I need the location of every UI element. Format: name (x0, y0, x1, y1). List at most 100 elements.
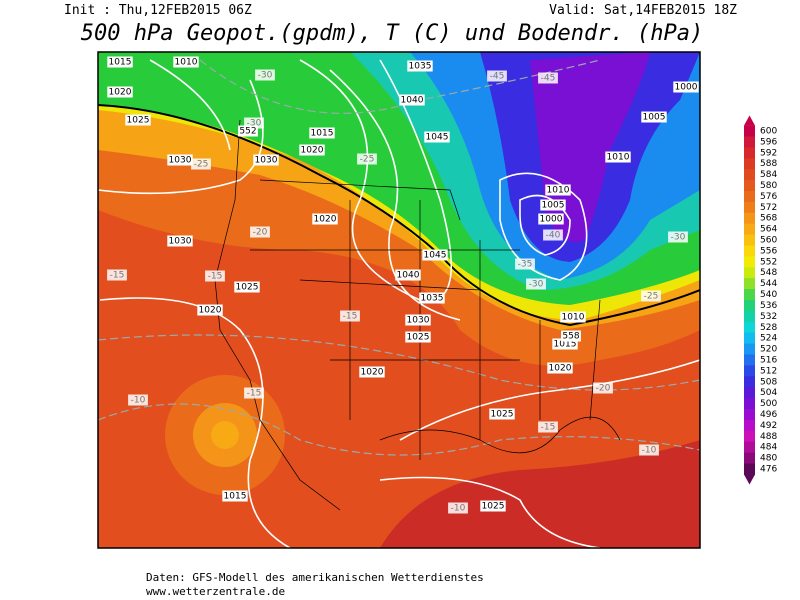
colorbar-swatch (744, 180, 755, 192)
colorbar-label: 572 (760, 203, 777, 213)
label-box (244, 117, 264, 129)
label-box (312, 213, 338, 225)
pressure-label: 1025 (482, 502, 505, 512)
label-box (543, 229, 563, 241)
colorbar-swatch (744, 125, 755, 137)
pressure-label: 1020 (301, 146, 324, 156)
colorbar-top-arrow (744, 115, 755, 126)
label-box (448, 502, 468, 514)
label-box (538, 421, 558, 433)
label-box (641, 290, 661, 302)
label-box (641, 111, 667, 123)
label-box (422, 249, 448, 261)
temperature-label: -25 (194, 160, 209, 170)
pressure-label: 1000 (540, 215, 563, 225)
pressure-label: 1000 (675, 83, 698, 93)
valid-time: Valid: Sat,14FEB2015 18Z (549, 3, 737, 18)
colorbar-swatch (744, 169, 755, 181)
label-box (405, 314, 431, 326)
colorbar-swatch (744, 419, 755, 432)
colorbar-label: 560 (760, 236, 777, 246)
colorbar-swatch (744, 452, 755, 465)
pressure-label: 1020 (549, 364, 572, 374)
label-box (167, 154, 193, 166)
colorbar-swatch (744, 387, 755, 399)
pressure-label: 1025 (491, 410, 514, 420)
colorbar-swatch (744, 201, 755, 214)
temperature-label: -10 (642, 446, 657, 456)
label-box (545, 184, 571, 196)
label-box (173, 56, 199, 68)
map (98, 52, 700, 548)
colorbar-label: 496 (760, 410, 777, 420)
temperature-label: -25 (360, 155, 375, 165)
label-box (668, 231, 688, 243)
label-box (205, 270, 225, 282)
colorbar-swatch (744, 343, 755, 356)
colorbar-swatch (744, 365, 755, 377)
temperature-label: -25 (644, 292, 659, 302)
pressure-label: 1045 (424, 251, 447, 261)
pressure-label: 1030 (169, 156, 192, 166)
temperature-label: -20 (253, 228, 268, 238)
colorbar-label: 520 (760, 345, 777, 355)
colorbar-swatch (744, 321, 755, 334)
label-box (560, 311, 586, 323)
colorbar-label: 524 (760, 334, 777, 344)
colorbar-label: 532 (760, 312, 777, 322)
pressure-label: 1015 (109, 58, 132, 68)
pressure-label: 1005 (643, 113, 666, 123)
title: 500 hPa Geopot.(gpdm), T (C) und Bodendr… (81, 21, 704, 46)
colorbar-swatch (744, 136, 755, 148)
temperature-label: -15 (247, 389, 262, 399)
pressure-label: 1020 (314, 215, 337, 225)
pressure-label: 1020 (109, 88, 132, 98)
init-time: Init : Thu,12FEB2015 06Z (64, 3, 252, 18)
colorbar-label: 492 (760, 421, 777, 431)
colorbar-swatch (744, 190, 755, 203)
temperature-label: -20 (596, 384, 611, 394)
temperature-label: -45 (490, 72, 505, 82)
label-box (167, 235, 193, 247)
pressure-label: 1030 (255, 156, 278, 166)
label-box (526, 278, 546, 290)
footer-url: www.wetterzentrale.de (146, 585, 285, 598)
label-box (547, 362, 573, 374)
pressure-label: 1015 (554, 340, 577, 350)
pressure-label: 1005 (542, 201, 565, 211)
label-box (197, 304, 223, 316)
colorbar-label: 528 (760, 323, 777, 333)
colorbar-label: 480 (760, 454, 777, 464)
label-box (128, 394, 148, 406)
label-box (540, 199, 566, 211)
label-box (673, 81, 699, 93)
colorbar-label: 548 (760, 268, 777, 278)
colorbar-swatch (744, 376, 755, 388)
label-box (395, 269, 421, 281)
temperature-label: -15 (110, 271, 125, 281)
label-box (538, 72, 558, 84)
label-box (234, 281, 260, 293)
pressure-label: 1040 (397, 271, 420, 281)
pressure-label: 1035 (421, 294, 444, 304)
label-box (357, 153, 377, 165)
label-box (561, 330, 581, 342)
pressure-label: 1015 (224, 492, 247, 502)
label-box (125, 114, 151, 126)
temperature-label: -30 (247, 119, 262, 129)
pressure-label: 558 (562, 332, 579, 342)
colorbar-swatch (744, 289, 755, 301)
pressure-label: 1025 (407, 333, 430, 343)
pressure-label: 1045 (426, 133, 449, 143)
label-box (639, 444, 659, 456)
temperature-label: -30 (529, 280, 544, 290)
temperature-label: -15 (343, 312, 358, 322)
label-box (191, 158, 211, 170)
pressure-label: 1030 (169, 237, 192, 247)
label-box (359, 366, 385, 378)
label-box (107, 86, 133, 98)
label-box (605, 151, 631, 163)
colorbar-swatch (744, 245, 755, 257)
label-box (552, 338, 578, 350)
colorbar-swatch (744, 256, 755, 268)
